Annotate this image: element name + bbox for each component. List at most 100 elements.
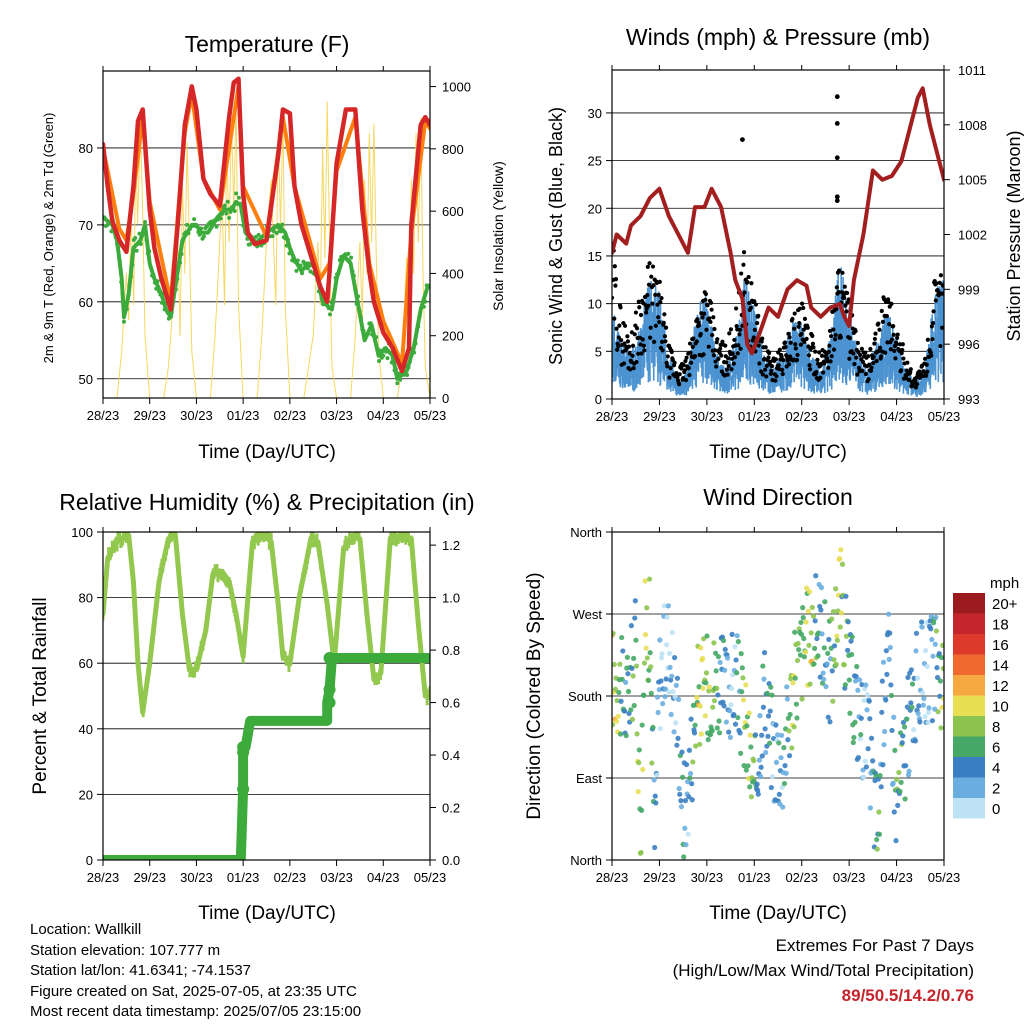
station-elevation: Station elevation: 107.777 m xyxy=(30,941,221,959)
humidity-axes: 28/23 29/23 30/23 01/23 02/23 03/23 04/23 05/23… xyxy=(71,525,460,885)
winds-ytick-label: 20 xyxy=(588,201,602,216)
gust-point xyxy=(838,335,843,340)
direction-ytick-label: West xyxy=(573,607,603,622)
direction-point xyxy=(747,732,753,738)
direction-point xyxy=(662,694,668,700)
direction-point xyxy=(632,598,638,604)
dewpoint-point xyxy=(137,231,142,236)
precip-point xyxy=(323,683,336,696)
direction-point xyxy=(734,633,740,639)
gust-point xyxy=(836,268,842,273)
direction-point xyxy=(803,619,809,625)
direction-point xyxy=(850,739,856,746)
gust-point xyxy=(646,282,652,287)
direction-point xyxy=(721,703,727,709)
temperature-xtick-label: 29/23 xyxy=(133,408,166,423)
gust-point xyxy=(783,344,788,350)
direction-point xyxy=(645,677,652,683)
precip-point xyxy=(237,741,250,754)
gust-point xyxy=(701,352,706,357)
temperature-xtick-label: 01/23 xyxy=(227,408,260,423)
gust-point xyxy=(687,372,692,378)
dewpoint-point xyxy=(224,211,229,216)
gust-point xyxy=(725,372,730,377)
direction-point xyxy=(638,807,645,814)
direction-point xyxy=(682,825,688,831)
direction-point xyxy=(760,704,766,710)
direction-point xyxy=(672,655,678,661)
dewpoint-point xyxy=(185,222,190,227)
direction-point xyxy=(739,665,745,671)
humidity-ytick-label: 0 xyxy=(86,853,93,868)
direction-point xyxy=(883,697,889,703)
gust-point xyxy=(790,316,795,322)
station-location: Location: Wallkill xyxy=(30,921,142,938)
gust-point xyxy=(773,378,778,383)
direction-point xyxy=(784,684,790,690)
dewpoint-point xyxy=(285,237,290,242)
direction-point xyxy=(928,626,934,632)
gust-point xyxy=(827,328,833,334)
dewpoint-point xyxy=(122,319,127,324)
gust-point xyxy=(877,345,883,350)
gust-point xyxy=(622,341,627,346)
direction-point xyxy=(781,780,788,787)
dewpoint-point xyxy=(173,287,178,292)
direction-point xyxy=(792,675,798,681)
direction-point xyxy=(752,732,759,738)
direction-point xyxy=(697,703,703,709)
direction-point xyxy=(876,831,883,837)
direction-point xyxy=(849,651,855,658)
direction-point xyxy=(852,678,859,684)
gust-point xyxy=(760,336,765,341)
extremes-values: 89/50.5/14.2/0.76 xyxy=(841,986,974,1005)
direction-point xyxy=(628,707,634,713)
dewpoint-point xyxy=(357,309,362,314)
direction-point xyxy=(882,728,888,735)
temperature-xtick-label: 30/23 xyxy=(180,408,213,423)
temperature-grid xyxy=(103,147,430,380)
direction-point xyxy=(802,649,809,655)
direction-point xyxy=(890,780,896,786)
gust-point xyxy=(653,323,658,328)
gust-point xyxy=(723,343,728,348)
direction-xtick-label: 02/23 xyxy=(785,870,818,885)
direction-point xyxy=(767,708,773,714)
humidity-ytick-label: 100 xyxy=(71,525,93,540)
dewpoint-point xyxy=(166,316,171,321)
dewpoint-point xyxy=(176,263,181,268)
direction-point xyxy=(673,720,679,726)
dewpoint-point xyxy=(129,274,134,279)
gust-point xyxy=(619,338,624,343)
direction-point xyxy=(901,724,908,730)
gust-point xyxy=(618,305,623,310)
humidity-y2tick-label: 0.8 xyxy=(442,643,460,658)
dewpoint-point xyxy=(248,242,253,247)
direction-point xyxy=(821,676,827,682)
direction-point xyxy=(825,714,831,720)
direction-point xyxy=(743,682,749,688)
gust-point xyxy=(777,347,782,352)
gust-point xyxy=(718,346,723,351)
gust-point xyxy=(729,367,734,372)
gust-point xyxy=(726,363,731,369)
gust-point xyxy=(736,343,741,348)
gust-point xyxy=(730,351,735,356)
dewpoint-point xyxy=(319,296,324,301)
speed-legend-label: 18 xyxy=(992,617,1009,634)
speed-legend-title: mph xyxy=(990,575,1019,592)
direction-point xyxy=(937,693,943,699)
direction-point xyxy=(863,682,869,688)
direction-point xyxy=(673,682,679,688)
gust-point xyxy=(646,303,651,308)
temperature-xtick-label: 03/23 xyxy=(320,408,353,423)
gust-point xyxy=(764,374,769,379)
winds-y2tick-label: 1011 xyxy=(958,63,986,78)
gust-point xyxy=(866,377,871,382)
dewpoint-point xyxy=(347,259,352,264)
gust-point xyxy=(900,342,905,347)
direction-point xyxy=(823,683,829,690)
direction-point xyxy=(687,775,693,781)
gust-point xyxy=(733,306,739,311)
direction-point xyxy=(714,725,720,731)
